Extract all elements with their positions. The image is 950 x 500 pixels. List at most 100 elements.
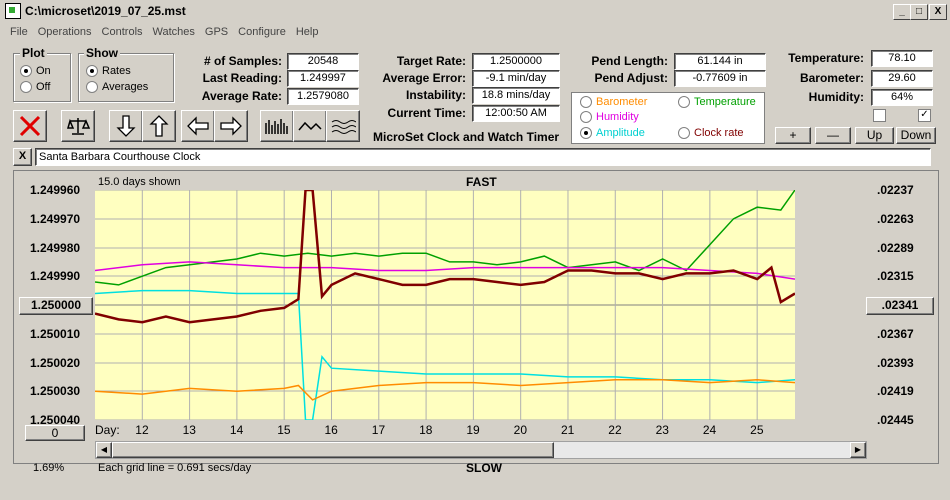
show-rates-label: Rates xyxy=(102,65,131,77)
env-checkbox-1[interactable] xyxy=(873,109,886,122)
days-shown-label: 15.0 days shown xyxy=(98,176,181,188)
barometer-field: 29.60 xyxy=(871,70,933,87)
scroll-right-button[interactable]: ▶ xyxy=(850,442,866,458)
temperature-field: 78.10 xyxy=(871,50,933,67)
scroll-left-button[interactable]: ◀ xyxy=(96,442,112,458)
menu-gps[interactable]: GPS xyxy=(204,26,229,38)
y-tick-left: 1.250020 xyxy=(30,355,81,370)
menu-controls[interactable]: Controls xyxy=(101,26,143,38)
pend-length-field: 61.144 in xyxy=(674,53,766,70)
clear-name-button[interactable]: X xyxy=(13,148,32,166)
slow-label: SLOW xyxy=(466,461,502,475)
instability-field: 18.8 mins/day xyxy=(472,87,560,104)
x-tick: 25 xyxy=(750,423,764,437)
samples-field: 20548 xyxy=(287,53,359,70)
y-tick-right: .02263 xyxy=(877,211,914,226)
plot-group-title: Plot xyxy=(20,46,47,60)
y-tick-left: 1.250010 xyxy=(30,326,81,341)
x-tick: 22 xyxy=(608,423,622,437)
x-tick: 15 xyxy=(277,423,291,437)
y-tick-right: .02315 xyxy=(877,269,914,284)
plot-on-radio[interactable]: On xyxy=(20,65,51,78)
legend-amplitude[interactable]: Amplitude xyxy=(580,127,645,140)
x-tick: 13 xyxy=(182,423,196,437)
series-line-temperature xyxy=(95,190,795,286)
arrow-left-icon xyxy=(187,116,209,136)
x-tick: 19 xyxy=(466,423,480,437)
center-value-button[interactable]: 1.250000 xyxy=(19,297,93,315)
y-tick-left: 1.249990 xyxy=(30,269,81,284)
average-error-label: Average Error: xyxy=(382,71,466,85)
balance-button[interactable] xyxy=(61,110,95,142)
pend-adjust-label: Pend Adjust: xyxy=(594,71,668,85)
humidity-field: 64% xyxy=(871,89,933,106)
target-rate-label: Target Rate: xyxy=(396,54,466,68)
temperature-label: Temperature: xyxy=(788,51,864,65)
x-tick: 20 xyxy=(513,423,528,437)
menu-configure[interactable]: Configure xyxy=(238,26,286,38)
legend-temperature[interactable]: Temperature xyxy=(678,96,756,109)
instability-label: Instability: xyxy=(405,88,466,102)
env-plus-button[interactable]: + xyxy=(775,127,811,144)
minimize-button[interactable]: _ xyxy=(893,4,911,20)
maximize-button[interactable]: □ xyxy=(910,4,928,20)
up-arrow-button[interactable] xyxy=(142,110,176,142)
env-checkbox-2[interactable]: ✓ xyxy=(918,109,931,122)
y-tick-right: .02289 xyxy=(877,240,914,255)
right-arrow-button[interactable] xyxy=(214,110,248,142)
menu-help[interactable]: Help xyxy=(295,26,319,38)
menu-file[interactable]: File xyxy=(10,26,28,38)
legend-clock-rate[interactable]: Clock rate xyxy=(678,127,744,140)
zero-button[interactable]: 0 xyxy=(25,425,85,441)
last-reading-field: 1.249997 xyxy=(287,70,359,87)
y-tick-right: .02419 xyxy=(877,384,914,399)
stop-button[interactable] xyxy=(13,110,47,142)
show-group-title: Show xyxy=(84,46,120,60)
series-legend: Barometer Temperature Humidity Amplitude… xyxy=(571,92,765,144)
last-reading-label: Last Reading: xyxy=(202,71,282,85)
x-tick: 23 xyxy=(655,423,669,437)
clock-name-field[interactable]: Santa Barbara Courthouse Clock xyxy=(35,148,931,166)
legend-humidity[interactable]: Humidity xyxy=(580,111,639,124)
rate-chart xyxy=(95,190,795,420)
arrow-down-icon xyxy=(116,115,136,137)
center-right-button[interactable]: .02341 xyxy=(866,297,934,315)
plot-area xyxy=(95,190,795,420)
plot-group xyxy=(13,53,71,102)
x-tick: 16 xyxy=(324,423,338,437)
time-scrollbar[interactable]: ◀ ▶ xyxy=(95,441,867,459)
y-tick-left: 1.250030 xyxy=(30,384,81,399)
y-tick-left: 1.249980 xyxy=(30,240,81,255)
legend-barometer[interactable]: Barometer xyxy=(580,96,647,109)
env-up-button[interactable]: Up xyxy=(855,127,894,144)
show-rates-radio[interactable]: Rates xyxy=(86,65,131,78)
down-arrow-button[interactable] xyxy=(109,110,143,142)
day-label: Day: xyxy=(95,423,120,437)
menu-operations[interactable]: Operations xyxy=(37,26,92,38)
menu-bar: File Operations Controls Watches GPS Con… xyxy=(0,23,950,41)
title-bar: C:\microset\2019_07_25.mst xyxy=(0,0,950,22)
current-time-field: 12:00:50 AM xyxy=(472,105,560,122)
app-caption: MicroSet Clock and Watch Timer xyxy=(373,130,560,144)
plot-off-radio[interactable]: Off xyxy=(20,81,50,94)
average-rate-field: 1.2579080 xyxy=(287,88,359,105)
close-button[interactable]: X xyxy=(929,4,947,20)
plot-on-label: On xyxy=(36,65,51,77)
arrow-right-icon xyxy=(220,116,242,136)
humidity-label: Humidity: xyxy=(808,90,864,104)
x-tick: 12 xyxy=(135,423,149,437)
target-rate-field[interactable]: 1.2500000 xyxy=(472,53,560,70)
bar-graph-button[interactable] xyxy=(260,110,294,142)
wave-graph-button[interactable] xyxy=(326,110,360,142)
line-graph-button[interactable] xyxy=(293,110,327,142)
x-tick: 17 xyxy=(371,423,386,437)
menu-watches[interactable]: Watches xyxy=(152,26,195,38)
x-tick: 24 xyxy=(702,423,717,437)
wave-icon xyxy=(331,120,356,134)
left-arrow-button[interactable] xyxy=(181,110,215,142)
x-tick: 18 xyxy=(419,423,433,437)
scroll-thumb[interactable] xyxy=(112,442,554,458)
show-averages-radio[interactable]: Averages xyxy=(86,81,148,94)
env-minus-button[interactable]: — xyxy=(815,127,851,144)
env-down-button[interactable]: Down xyxy=(896,127,936,144)
